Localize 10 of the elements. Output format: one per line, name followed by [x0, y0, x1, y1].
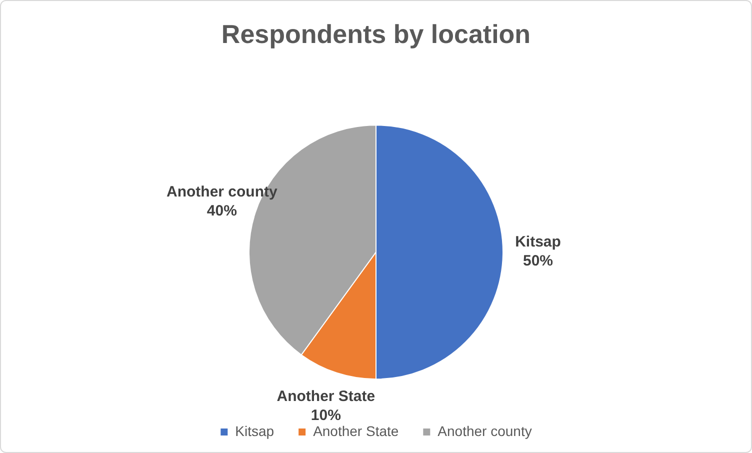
legend-label: Another county	[438, 422, 532, 439]
slice-label: Another State	[276, 388, 376, 405]
legend-label: Another State	[313, 422, 399, 439]
chart-title: Respondents by location	[221, 18, 531, 49]
data-label: 50%	[522, 252, 554, 270]
legend-label: Kitsap	[235, 422, 274, 439]
slice-label: Kitsap	[515, 234, 561, 251]
data-label: 40%	[206, 202, 237, 220]
slice-label: Another county	[166, 184, 278, 201]
data-label: 10%	[310, 406, 341, 424]
